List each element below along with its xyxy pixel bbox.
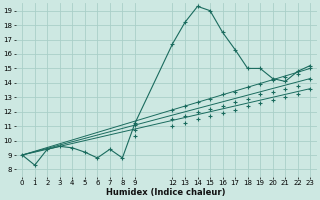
X-axis label: Humidex (Indice chaleur): Humidex (Indice chaleur) (107, 188, 226, 197)
